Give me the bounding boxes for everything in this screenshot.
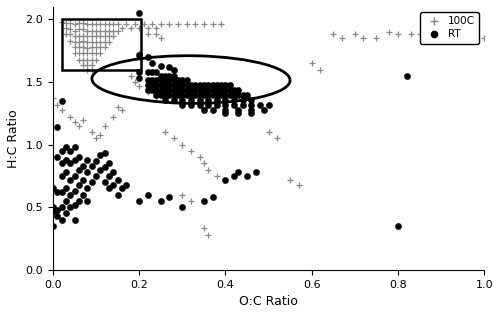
Bar <box>62 20 142 70</box>
X-axis label: O:C Ratio: O:C Ratio <box>239 295 298 308</box>
Y-axis label: H:C Ratio: H:C Ratio <box>7 109 20 168</box>
Legend: 100C, RT: 100C, RT <box>420 12 479 43</box>
